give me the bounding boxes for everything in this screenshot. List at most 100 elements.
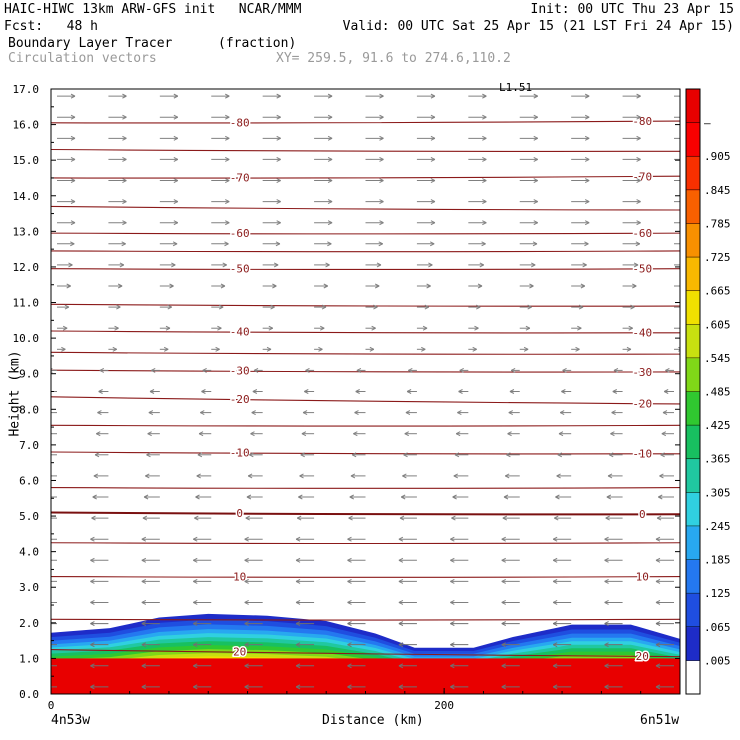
vector-head [244, 621, 249, 627]
colorbar-label: – [704, 117, 711, 130]
vector-head [173, 199, 179, 205]
plot-content: -80 -80-70 -70-60 -60-50 -50-40 -40-30 -30-20-… [39, 93, 680, 694]
vector-head [141, 536, 147, 542]
x-axis-title: Distance (km) [322, 713, 424, 728]
vector-head [348, 515, 353, 521]
vector-head [200, 410, 205, 416]
vector-head [99, 367, 105, 373]
colorbar-label: .785 [704, 217, 731, 230]
vector-head [655, 642, 661, 648]
vector-head [584, 241, 589, 247]
vector-head [39, 558, 43, 562]
vector-head [141, 642, 147, 648]
colorbar-label: .845 [704, 184, 731, 197]
colorbar-label: .605 [704, 318, 731, 331]
contour--50 [51, 268, 680, 271]
colorbar-label: .245 [704, 520, 731, 533]
y-tick-label: 4.0 [19, 546, 39, 559]
vector-head [636, 199, 641, 205]
vector-head [584, 199, 590, 205]
colorbar-label: .185 [704, 554, 731, 567]
vector-head [222, 262, 227, 268]
contour-unlabeled-1 [51, 205, 680, 211]
vector-head [379, 93, 384, 99]
y-tick-label: 8.0 [19, 403, 39, 416]
vector-head [450, 663, 455, 669]
vector-head [193, 684, 198, 690]
vector-head [150, 367, 156, 373]
vector-head [354, 410, 359, 416]
vector-head [398, 642, 404, 648]
left-endpoint-label: 4n53w [51, 713, 91, 728]
vector-head [302, 410, 308, 416]
vector-head [90, 600, 95, 605]
vector-head [249, 452, 254, 458]
contour-label-0-1: 0 [639, 508, 646, 521]
vector-head [253, 367, 259, 373]
vector-head [584, 93, 590, 99]
contour--60 [51, 232, 680, 235]
contour-label--80-0: -80 [230, 116, 250, 129]
vector-head [661, 431, 667, 437]
colorbar-label: .665 [704, 285, 731, 298]
vector-head [90, 557, 95, 563]
vector-head [552, 684, 558, 690]
xy-label: XY= 259.5, 91.6 to 274.6,110.2 [276, 51, 511, 66]
vector-head [225, 178, 230, 183]
vector-head [655, 684, 661, 690]
vector-head [295, 536, 301, 542]
vector-head [398, 557, 404, 563]
vector-head [636, 135, 641, 141]
vector-head [606, 494, 612, 500]
vector-head [398, 536, 404, 542]
vector-head [39, 664, 43, 668]
vector-head [196, 473, 201, 479]
vector-head [173, 156, 179, 162]
vector-head [507, 431, 512, 437]
vector-head [193, 578, 198, 584]
contour-label--10-0: -10 [230, 447, 250, 460]
vector-head [379, 156, 384, 162]
vector-head [482, 93, 487, 99]
vector-head [93, 473, 99, 479]
vector-head [604, 663, 609, 669]
contour-label--70-1: -70 [632, 170, 652, 183]
vector-head [398, 578, 404, 584]
vector-head [501, 600, 506, 605]
vector-head [347, 684, 352, 690]
colorbar-swatch-9 [686, 357, 700, 392]
vector-head [244, 684, 249, 690]
contour-10 [51, 576, 680, 578]
y-tick-label: 5.0 [19, 510, 39, 523]
vector-head [193, 600, 198, 605]
contour-label--60-1: -60 [632, 227, 652, 240]
vector-head [142, 515, 148, 521]
vector-head [533, 199, 538, 205]
vector-head [201, 389, 206, 394]
colorbar-label: .425 [704, 419, 731, 432]
vector-head [580, 283, 586, 289]
vector-head [633, 262, 639, 268]
vector-head [479, 262, 485, 268]
contour-label--20-0: -20 [230, 393, 250, 406]
colorbar-label: .905 [704, 150, 731, 163]
vector-head [636, 93, 641, 99]
vector-head [225, 156, 230, 162]
contour-label--40-1: -40 [632, 327, 652, 340]
contour-0 [51, 511, 680, 516]
vector-head [454, 452, 460, 458]
vector-head [552, 536, 558, 542]
vector-head [529, 283, 534, 289]
vector-head [347, 621, 352, 627]
x-tick-label: 200 [434, 699, 454, 712]
vector-head [70, 241, 75, 247]
vector-head [173, 135, 179, 141]
y-tick-label: 14.0 [13, 190, 40, 203]
vector-head [406, 389, 412, 394]
vector-head [584, 135, 590, 141]
vector-head [122, 93, 127, 99]
vector-head [655, 536, 661, 542]
vector-head [122, 114, 127, 120]
vector-head [604, 642, 609, 648]
vector-head [451, 515, 456, 521]
